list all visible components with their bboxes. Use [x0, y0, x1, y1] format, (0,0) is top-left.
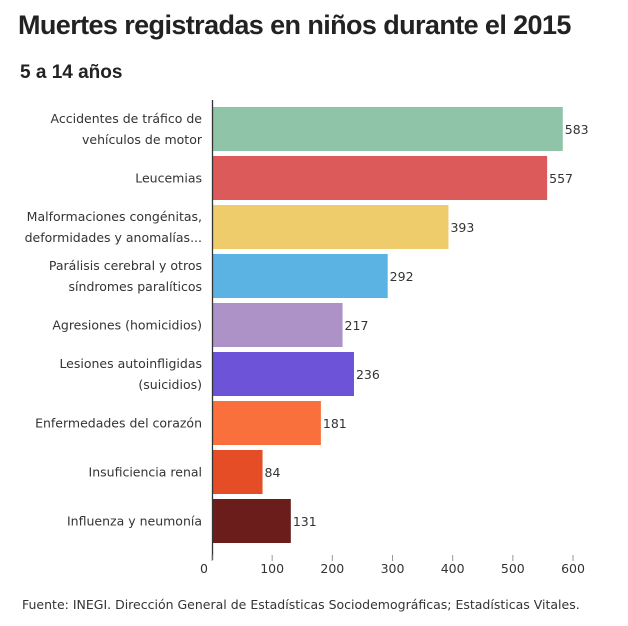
x-tick-label-0: 0	[200, 561, 208, 576]
chart-title: Muertes registradas en niños durante el …	[18, 10, 571, 40]
bar-1	[212, 156, 548, 200]
value-label-8: 131	[293, 514, 317, 529]
category-label-3-line-0: Parálisis cerebral y otros	[49, 258, 202, 273]
bar-4	[212, 303, 343, 347]
category-label-6: Enfermedades del corazón	[35, 416, 202, 431]
value-label-1: 557	[549, 171, 573, 186]
value-labels: 583 557 393 292 217 236 181 84 131	[265, 122, 589, 529]
bar-3	[212, 254, 388, 298]
bar-0	[212, 107, 563, 151]
x-axis: 0 100 200 300 400 500 600	[200, 100, 585, 576]
value-label-7: 84	[265, 465, 281, 480]
bar-8	[212, 499, 291, 543]
bar-5	[212, 352, 354, 396]
category-label-7: Insuficiencia renal	[89, 465, 202, 480]
category-label-4: Agresiones (homicidios)	[52, 318, 202, 333]
value-label-0: 583	[565, 122, 589, 137]
category-label-0-line-0: Accidentes de tráfico de	[51, 111, 203, 126]
x-tick-label-5: 500	[501, 561, 525, 576]
x-tick-label-6: 600	[561, 561, 585, 576]
category-label-1: Leucemias	[135, 171, 202, 186]
source-note: Fuente: INEGI. Dirección General de Esta…	[22, 597, 580, 612]
category-label-0-line-1: vehículos de motor	[82, 132, 203, 147]
bar-6	[212, 401, 321, 445]
value-label-2: 393	[450, 220, 474, 235]
bar-chart: Accidentes de tráfico de vehículos de mot…	[25, 100, 589, 576]
chart-subtitle: 5 a 14 años	[20, 62, 123, 83]
bars-group	[212, 107, 563, 543]
x-tick-label-1: 100	[260, 561, 284, 576]
category-label-5-line-0: Lesiones autoinfligidas	[59, 356, 202, 371]
value-label-4: 217	[345, 318, 369, 333]
x-tick-label-3: 300	[381, 561, 405, 576]
bar-2	[212, 205, 449, 249]
category-label-8: Influenza y neumonía	[67, 514, 202, 529]
category-label-2-line-0: Malformaciones congénitas,	[27, 209, 202, 224]
category-label-3-line-1: síndromes paralíticos	[69, 279, 202, 294]
bar-7	[212, 450, 263, 494]
value-label-5: 236	[356, 367, 380, 382]
x-tick-label-4: 400	[441, 561, 465, 576]
category-label-2-line-1: deformidades y anomalías...	[25, 230, 202, 245]
x-tick-label-2: 200	[320, 561, 344, 576]
value-label-6: 181	[323, 416, 347, 431]
category-labels: Accidentes de tráfico de vehículos de mot…	[25, 111, 203, 529]
category-label-5-line-1: (suicidios)	[138, 377, 202, 392]
value-label-3: 292	[390, 269, 414, 284]
